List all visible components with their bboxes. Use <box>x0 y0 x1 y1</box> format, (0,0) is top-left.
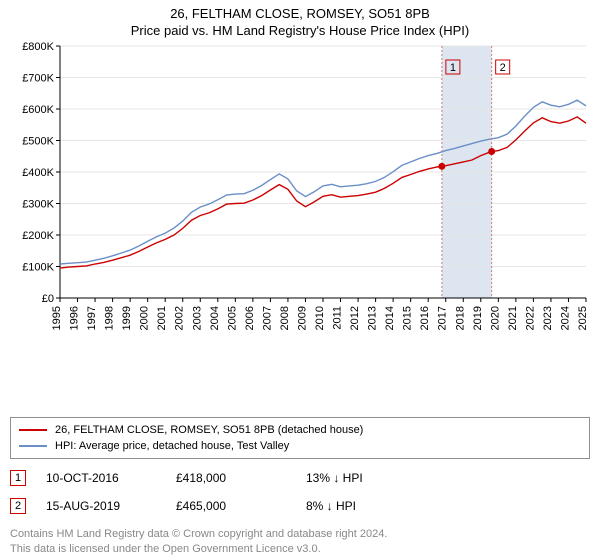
x-tick-label: 2006 <box>244 306 256 330</box>
event-row: 1 10-OCT-2016 £418,000 13% ↓ HPI <box>10 467 590 489</box>
x-tick-label: 2016 <box>419 306 431 330</box>
legend-box: 26, FELTHAM CLOSE, ROMSEY, SO51 8PB (det… <box>10 417 590 459</box>
x-tick-label: 2000 <box>139 306 151 330</box>
x-tick-label: 2011 <box>332 306 344 330</box>
chart-title-block: 26, FELTHAM CLOSE, ROMSEY, SO51 8PB Pric… <box>10 6 590 38</box>
y-tick-label: £100K <box>22 262 54 274</box>
line-chart: £0 £100K £200K £300K £400K £500K £600K £700K £80… <box>10 42 590 342</box>
x-tick-label: 2008 <box>279 306 291 330</box>
legend-label: HPI: Average price, detached house, Test… <box>55 440 289 452</box>
x-tick-label: 2013 <box>367 306 379 330</box>
x-tick-label: 2007 <box>261 306 273 330</box>
x-tick-label: 2020 <box>489 306 501 330</box>
y-tick-label: £300K <box>22 199 54 211</box>
event-row-marker: 1 <box>10 470 26 486</box>
x-tick-label: 2004 <box>209 306 221 330</box>
footer-line2: This data is licensed under the Open Gov… <box>10 542 590 556</box>
event-row-marker: 2 <box>10 498 26 514</box>
x-tick-label: 1997 <box>86 306 98 330</box>
y-tick-label: £400K <box>22 167 54 179</box>
x-tick-label: 2021 <box>507 306 519 330</box>
legend-label: 26, FELTHAM CLOSE, ROMSEY, SO51 8PB (det… <box>55 424 363 436</box>
legend-item: 26, FELTHAM CLOSE, ROMSEY, SO51 8PB (det… <box>19 422 581 438</box>
x-tick-label: 2010 <box>314 306 326 330</box>
event-date: 15-AUG-2019 <box>46 499 156 513</box>
event-delta: 13% ↓ HPI <box>306 471 416 485</box>
x-tick-label: 2002 <box>174 306 186 330</box>
x-tick-label: 2019 <box>472 306 484 330</box>
x-tick-label: 1998 <box>104 306 116 330</box>
title-subtitle: Price paid vs. HM Land Registry's House … <box>10 23 590 38</box>
legend-swatch <box>19 429 47 431</box>
x-tick-label: 1995 <box>51 306 63 330</box>
x-tick-label: 2003 <box>191 306 203 330</box>
x-tick-label: 2024 <box>559 306 571 330</box>
y-tick-label: £800K <box>22 42 54 53</box>
y-tick-label: £500K <box>22 136 54 148</box>
y-tick-label: £200K <box>22 230 54 242</box>
chart-area: £0 £100K £200K £300K £400K £500K £600K £700K £80… <box>10 42 590 413</box>
x-tick-label: 1996 <box>69 306 81 330</box>
footer-line1: Contains HM Land Registry data © Crown c… <box>10 527 590 541</box>
legend-swatch <box>19 445 47 447</box>
x-tick-label: 2005 <box>226 306 238 330</box>
x-tick-label: 2022 <box>524 306 536 330</box>
x-tick-label: 2015 <box>402 306 414 330</box>
event-row: 2 15-AUG-2019 £465,000 8% ↓ HPI <box>10 495 590 517</box>
y-tick-label: £700K <box>22 73 54 85</box>
series-hpi <box>60 100 586 264</box>
title-address: 26, FELTHAM CLOSE, ROMSEY, SO51 8PB <box>10 6 590 21</box>
events-table: 1 10-OCT-2016 £418,000 13% ↓ HPI 2 15-AUG-201… <box>10 467 590 523</box>
event-price: £418,000 <box>176 471 286 485</box>
event-marker-text-2: 2 <box>500 62 506 74</box>
x-tick-label: 2025 <box>577 306 589 330</box>
event-price: £465,000 <box>176 499 286 513</box>
x-tick-label: 2023 <box>542 306 554 330</box>
event-date: 10-OCT-2016 <box>46 471 156 485</box>
legend-item: HPI: Average price, detached house, Test… <box>19 438 581 454</box>
x-tick-label: 2012 <box>349 306 361 330</box>
x-tick-label: 2014 <box>384 306 396 330</box>
x-tick-label: 1999 <box>121 306 133 330</box>
x-tick-label: 2017 <box>437 306 449 330</box>
x-tick-label: 2009 <box>296 306 308 330</box>
x-tick-label: 2018 <box>454 306 466 330</box>
event-delta: 8% ↓ HPI <box>306 499 416 513</box>
event-point-1 <box>438 163 445 170</box>
event-marker-text-1: 1 <box>450 62 456 74</box>
x-tick-label: 2001 <box>156 306 168 330</box>
footer-licence: Contains HM Land Registry data © Crown c… <box>10 527 590 556</box>
y-tick-label: £0 <box>42 293 54 305</box>
event-point-2 <box>488 148 495 155</box>
y-tick-label: £600K <box>22 104 54 116</box>
